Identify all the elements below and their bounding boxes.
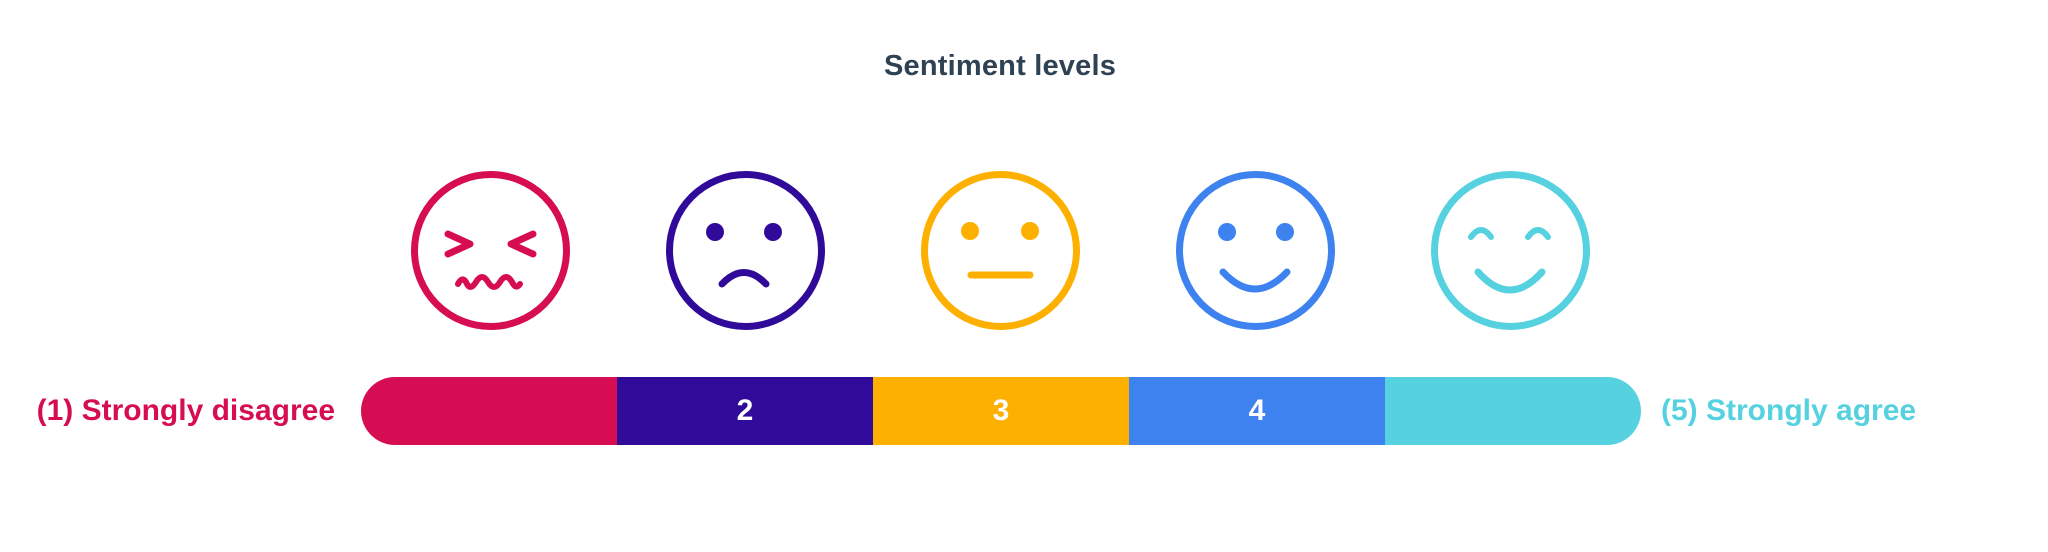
frowning-face-icon <box>663 168 828 333</box>
sentiment-scale-bar: 2 3 4 <box>361 377 1641 445</box>
neutral-face-icon <box>918 168 1083 333</box>
scale-segment-1 <box>361 377 617 445</box>
scale-segment-5 <box>1385 377 1641 445</box>
happy-face-icon <box>1428 168 1593 333</box>
anguished-face-icon <box>408 168 573 333</box>
diagram-title: Sentiment levels <box>883 50 1117 82</box>
scale-segment-2: 2 <box>617 377 873 445</box>
scale-segment-4: 4 <box>1129 377 1385 445</box>
scale-segment-3: 3 <box>873 377 1129 445</box>
strongly-disagree-label: (1) Strongly disagree <box>36 394 335 427</box>
strongly-agree-label: (5) Strongly agree <box>1661 394 1917 427</box>
smiling-face-icon <box>1173 168 1338 333</box>
